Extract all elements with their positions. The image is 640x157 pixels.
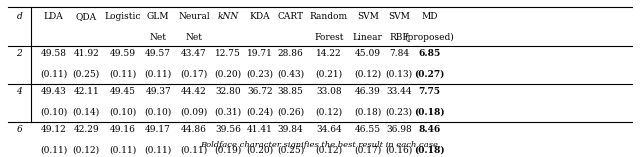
Text: (0.20): (0.20) — [214, 70, 242, 79]
Text: SVM: SVM — [357, 12, 379, 21]
Text: 41.92: 41.92 — [73, 49, 99, 58]
Text: (0.16): (0.16) — [385, 146, 413, 155]
Text: 49.59: 49.59 — [109, 49, 136, 58]
Text: 14.22: 14.22 — [316, 49, 342, 58]
Text: (0.23): (0.23) — [385, 108, 413, 117]
Text: LDA: LDA — [44, 12, 63, 21]
Text: GLM: GLM — [147, 12, 170, 21]
Text: 4: 4 — [17, 87, 22, 96]
Text: 38.85: 38.85 — [278, 87, 303, 96]
Text: Linear: Linear — [353, 33, 383, 42]
Text: Logistic: Logistic — [104, 12, 141, 21]
Text: Net: Net — [150, 33, 166, 42]
Text: CART: CART — [278, 12, 304, 21]
Text: 49.12: 49.12 — [41, 125, 67, 134]
Text: 34.64: 34.64 — [316, 125, 342, 134]
Text: 49.43: 49.43 — [41, 87, 67, 96]
Text: (0.13): (0.13) — [385, 70, 413, 79]
Text: 41.41: 41.41 — [247, 125, 273, 134]
Text: (0.11): (0.11) — [145, 70, 172, 79]
Text: 45.09: 45.09 — [355, 49, 381, 58]
Text: (0.12): (0.12) — [72, 146, 100, 155]
Text: 42.29: 42.29 — [74, 125, 99, 134]
Text: 49.58: 49.58 — [41, 49, 67, 58]
Text: (0.11): (0.11) — [180, 146, 207, 155]
Text: (0.17): (0.17) — [354, 146, 381, 155]
Text: 2: 2 — [17, 49, 22, 58]
Text: (0.24): (0.24) — [246, 108, 274, 117]
Text: 32.80: 32.80 — [216, 87, 241, 96]
Text: Net: Net — [186, 33, 202, 42]
Text: 46.55: 46.55 — [355, 125, 381, 134]
Text: Random: Random — [310, 12, 348, 21]
Text: (0.14): (0.14) — [72, 108, 100, 117]
Text: (0.18): (0.18) — [414, 146, 445, 155]
Text: (0.11): (0.11) — [40, 146, 67, 155]
Text: (0.11): (0.11) — [109, 70, 136, 79]
Text: 33.44: 33.44 — [386, 87, 412, 96]
Text: 42.11: 42.11 — [73, 87, 99, 96]
Text: (0.23): (0.23) — [246, 70, 274, 79]
Text: (0.27): (0.27) — [415, 70, 445, 79]
Text: (0.12): (0.12) — [316, 108, 342, 117]
Text: 49.57: 49.57 — [145, 49, 171, 58]
Text: (0.26): (0.26) — [277, 108, 304, 117]
Text: (0.25): (0.25) — [72, 70, 100, 79]
Text: Forest: Forest — [314, 33, 344, 42]
Text: 7.75: 7.75 — [419, 87, 440, 96]
Text: (0.12): (0.12) — [316, 146, 342, 155]
Text: (0.25): (0.25) — [277, 146, 304, 155]
Text: (0.11): (0.11) — [40, 70, 67, 79]
Text: 39.84: 39.84 — [278, 125, 303, 134]
Text: Neural: Neural — [178, 12, 210, 21]
Text: (0.31): (0.31) — [214, 108, 242, 117]
Text: 19.71: 19.71 — [247, 49, 273, 58]
Text: SVM: SVM — [388, 12, 410, 21]
Text: 28.86: 28.86 — [278, 49, 303, 58]
Text: (0.10): (0.10) — [40, 108, 67, 117]
Text: (0.11): (0.11) — [145, 146, 172, 155]
Text: (0.18): (0.18) — [354, 108, 381, 117]
Text: Boldface character signifies the best result in each case.: Boldface character signifies the best re… — [200, 141, 440, 149]
Text: d: d — [17, 12, 22, 21]
Text: 49.45: 49.45 — [109, 87, 136, 96]
Text: 49.16: 49.16 — [109, 125, 136, 134]
Text: 6.85: 6.85 — [419, 49, 441, 58]
Text: 46.39: 46.39 — [355, 87, 381, 96]
Text: 44.42: 44.42 — [181, 87, 207, 96]
Text: 6: 6 — [17, 125, 22, 134]
Text: (0.18): (0.18) — [414, 108, 445, 117]
Text: 44.86: 44.86 — [181, 125, 207, 134]
Text: 36.72: 36.72 — [247, 87, 273, 96]
Text: 39.56: 39.56 — [215, 125, 241, 134]
Text: MD: MD — [421, 12, 438, 21]
Text: (0.43): (0.43) — [277, 70, 304, 79]
Text: 12.75: 12.75 — [215, 49, 241, 58]
Text: 33.08: 33.08 — [316, 87, 342, 96]
Text: (0.20): (0.20) — [246, 146, 274, 155]
Text: 49.17: 49.17 — [145, 125, 171, 134]
Text: (0.10): (0.10) — [145, 108, 172, 117]
Text: (0.21): (0.21) — [316, 70, 342, 79]
Text: kNN: kNN — [218, 12, 239, 21]
Text: (0.10): (0.10) — [109, 108, 136, 117]
Text: KDA: KDA — [250, 12, 271, 21]
Text: (0.19): (0.19) — [214, 146, 242, 155]
Text: (0.17): (0.17) — [180, 70, 207, 79]
Text: (0.11): (0.11) — [109, 146, 136, 155]
Text: 8.46: 8.46 — [419, 125, 441, 134]
Text: 36.98: 36.98 — [386, 125, 412, 134]
Text: 49.37: 49.37 — [145, 87, 171, 96]
Text: 43.47: 43.47 — [181, 49, 207, 58]
Text: QDA: QDA — [76, 12, 97, 21]
Text: 7.84: 7.84 — [389, 49, 409, 58]
Text: (proposed): (proposed) — [404, 33, 454, 42]
Text: (0.09): (0.09) — [180, 108, 207, 117]
Text: (0.12): (0.12) — [354, 70, 381, 79]
Text: RBF: RBF — [389, 33, 409, 42]
